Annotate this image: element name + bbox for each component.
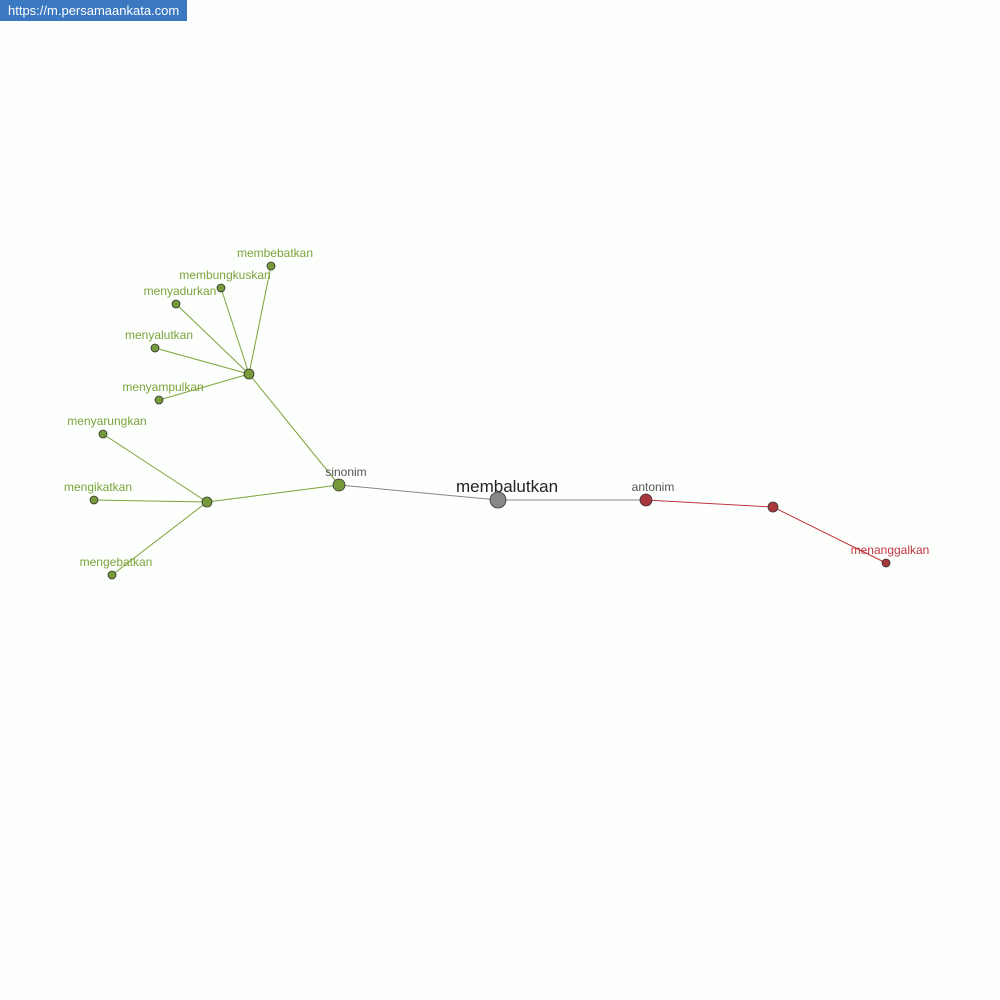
relation-label-sinonim[interactable]: sinonim: [325, 465, 366, 479]
word-label[interactable]: membebatkan: [237, 246, 313, 260]
word-node[interactable]: [107, 570, 117, 580]
word-label[interactable]: menyampulkan: [122, 380, 203, 394]
word-node[interactable]: [171, 299, 181, 309]
edge-group: [206, 484, 340, 503]
edge-root-sinonim: [338, 484, 499, 501]
root-node[interactable]: [489, 491, 507, 509]
word-node[interactable]: [216, 283, 226, 293]
edge-group: [645, 499, 774, 508]
word-label[interactable]: menanggalkan: [851, 543, 930, 557]
edge-word: [248, 265, 272, 375]
edge-word: [154, 347, 250, 375]
word-label[interactable]: mengikatkan: [64, 480, 132, 494]
edge-word: [175, 303, 250, 375]
root-label[interactable]: membalutkan: [456, 477, 558, 496]
edge-word: [220, 287, 250, 375]
word-node[interactable]: [150, 343, 160, 353]
relation-label-antonim[interactable]: antonim: [632, 480, 675, 494]
site-url-badge[interactable]: https://m.persamaankata.com: [0, 0, 188, 21]
edge-word: [102, 433, 208, 503]
word-node[interactable]: [266, 261, 276, 271]
relation-node-sinonim[interactable]: [332, 478, 346, 492]
word-node[interactable]: [89, 495, 99, 505]
group-node[interactable]: [767, 501, 779, 513]
edge-word: [158, 373, 250, 401]
word-label[interactable]: membungkuskan: [179, 268, 270, 282]
word-node[interactable]: [98, 429, 108, 439]
word-label[interactable]: menyadurkan: [144, 284, 217, 298]
edge-word: [111, 501, 208, 576]
edge-group: [248, 373, 340, 486]
word-label[interactable]: menyalutkan: [125, 328, 193, 342]
word-node[interactable]: [154, 395, 164, 405]
relation-node-antonim[interactable]: [639, 493, 653, 507]
edge-word: [772, 506, 887, 564]
group-node[interactable]: [201, 496, 213, 508]
word-label[interactable]: menyarungkan: [67, 414, 146, 428]
group-node[interactable]: [243, 368, 255, 380]
word-label[interactable]: mengebatkan: [80, 555, 153, 569]
word-node[interactable]: [881, 558, 891, 568]
edge-word: [93, 499, 208, 503]
